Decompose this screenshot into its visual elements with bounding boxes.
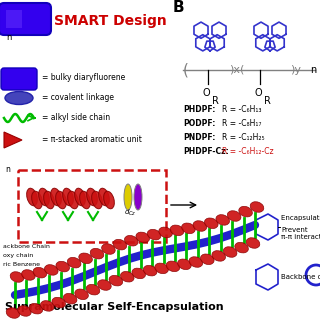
Text: R = -C₆H₁₃: R = -C₆H₁₃ bbox=[222, 106, 261, 115]
Ellipse shape bbox=[239, 206, 252, 217]
Text: Encapsulated layer: Encapsulated layer bbox=[281, 215, 320, 221]
Ellipse shape bbox=[56, 191, 66, 209]
Text: R = -C₈H₁₇: R = -C₈H₁₇ bbox=[222, 119, 261, 129]
Text: (: ( bbox=[183, 62, 189, 77]
Ellipse shape bbox=[6, 308, 20, 318]
Text: ric Benzene: ric Benzene bbox=[3, 262, 40, 267]
Ellipse shape bbox=[79, 253, 92, 264]
Ellipse shape bbox=[44, 191, 54, 209]
Text: Prevent: Prevent bbox=[281, 227, 308, 233]
Text: PHDPF:: PHDPF: bbox=[183, 106, 215, 115]
Ellipse shape bbox=[124, 236, 138, 246]
Text: n: n bbox=[5, 165, 10, 174]
Ellipse shape bbox=[98, 280, 111, 290]
Text: $d_{Cz}$: $d_{Cz}$ bbox=[124, 208, 136, 218]
Text: = alkyl side chain: = alkyl side chain bbox=[42, 114, 110, 123]
Ellipse shape bbox=[32, 191, 42, 209]
Text: = π-stacked aromatic unit: = π-stacked aromatic unit bbox=[42, 135, 142, 145]
Ellipse shape bbox=[136, 232, 149, 243]
Ellipse shape bbox=[134, 184, 142, 210]
Ellipse shape bbox=[102, 244, 115, 254]
Ellipse shape bbox=[159, 227, 172, 238]
Ellipse shape bbox=[212, 251, 226, 261]
Ellipse shape bbox=[56, 261, 69, 272]
FancyBboxPatch shape bbox=[1, 68, 37, 90]
Ellipse shape bbox=[5, 92, 33, 105]
Ellipse shape bbox=[80, 191, 90, 209]
Ellipse shape bbox=[33, 268, 47, 278]
Ellipse shape bbox=[201, 254, 214, 265]
Ellipse shape bbox=[10, 272, 24, 282]
Ellipse shape bbox=[75, 289, 88, 300]
Text: O: O bbox=[254, 88, 262, 98]
Text: R: R bbox=[264, 96, 270, 106]
Text: Supramolecular Self-Encapsulation: Supramolecular Self-Encapsulation bbox=[5, 302, 224, 312]
Ellipse shape bbox=[63, 188, 73, 206]
Ellipse shape bbox=[51, 188, 61, 206]
Ellipse shape bbox=[99, 188, 109, 206]
Text: n: n bbox=[310, 65, 316, 75]
Ellipse shape bbox=[182, 223, 195, 234]
Text: ackbone Chain: ackbone Chain bbox=[3, 244, 50, 249]
Text: PNDPF:: PNDPF: bbox=[183, 133, 215, 142]
Ellipse shape bbox=[216, 215, 229, 225]
Ellipse shape bbox=[227, 211, 241, 221]
Ellipse shape bbox=[132, 268, 146, 279]
Ellipse shape bbox=[29, 303, 43, 314]
Text: Backbone chain: Backbone chain bbox=[281, 274, 320, 280]
Ellipse shape bbox=[250, 202, 264, 212]
Ellipse shape bbox=[223, 247, 237, 257]
Ellipse shape bbox=[27, 188, 37, 206]
Ellipse shape bbox=[39, 188, 49, 206]
Text: R = -C₆H₁₂-Cz: R = -C₆H₁₂-Cz bbox=[222, 148, 274, 156]
Ellipse shape bbox=[235, 242, 248, 253]
Text: R = -C₁₂H₂₅: R = -C₁₂H₂₅ bbox=[222, 133, 265, 142]
Ellipse shape bbox=[155, 263, 168, 274]
Ellipse shape bbox=[204, 218, 218, 228]
Text: n: n bbox=[6, 33, 12, 42]
Ellipse shape bbox=[87, 188, 97, 206]
Ellipse shape bbox=[193, 221, 207, 231]
Text: = bulky diaryfluorene: = bulky diaryfluorene bbox=[42, 74, 125, 83]
Ellipse shape bbox=[147, 229, 161, 240]
Text: PHDPF-Cz:: PHDPF-Cz: bbox=[183, 148, 229, 156]
FancyBboxPatch shape bbox=[0, 3, 51, 35]
Text: O: O bbox=[202, 88, 210, 98]
Ellipse shape bbox=[92, 191, 102, 209]
Ellipse shape bbox=[41, 301, 54, 311]
Text: = covalent linkage: = covalent linkage bbox=[42, 93, 114, 102]
Ellipse shape bbox=[143, 265, 157, 276]
Ellipse shape bbox=[22, 270, 35, 280]
Bar bbox=[6, 10, 22, 28]
Ellipse shape bbox=[166, 261, 180, 272]
Text: R: R bbox=[212, 96, 219, 106]
Text: )x(: )x( bbox=[229, 65, 245, 75]
Text: )y: )y bbox=[291, 65, 301, 75]
Ellipse shape bbox=[68, 191, 78, 209]
Text: PODPF:: PODPF: bbox=[183, 119, 215, 129]
Ellipse shape bbox=[170, 225, 184, 236]
Ellipse shape bbox=[178, 259, 191, 269]
Ellipse shape bbox=[189, 257, 203, 267]
Text: oxy chain: oxy chain bbox=[3, 253, 33, 258]
Ellipse shape bbox=[246, 238, 260, 248]
Ellipse shape bbox=[113, 239, 127, 250]
Ellipse shape bbox=[90, 248, 104, 259]
Text: π-π interaction: π-π interaction bbox=[281, 234, 320, 240]
Ellipse shape bbox=[18, 306, 31, 316]
Ellipse shape bbox=[109, 276, 123, 286]
Ellipse shape bbox=[44, 265, 58, 275]
Ellipse shape bbox=[121, 271, 134, 282]
Ellipse shape bbox=[63, 293, 77, 304]
Ellipse shape bbox=[124, 184, 132, 210]
Ellipse shape bbox=[52, 297, 66, 308]
FancyBboxPatch shape bbox=[18, 170, 166, 242]
Text: SMART Design: SMART Design bbox=[54, 14, 167, 28]
Ellipse shape bbox=[75, 188, 85, 206]
Text: B: B bbox=[173, 0, 185, 15]
Ellipse shape bbox=[104, 191, 114, 209]
Ellipse shape bbox=[67, 257, 81, 268]
Polygon shape bbox=[4, 132, 22, 148]
Ellipse shape bbox=[86, 284, 100, 295]
